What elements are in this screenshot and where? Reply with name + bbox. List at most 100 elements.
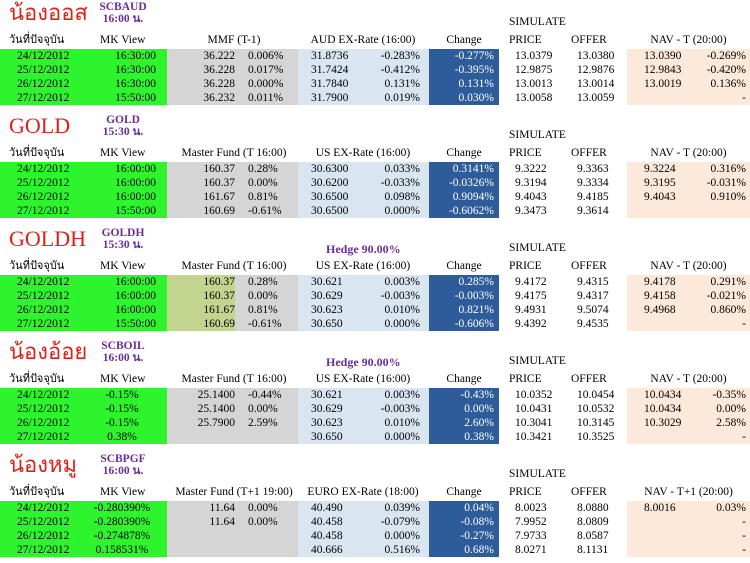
change-cell: -0.43% [460, 389, 494, 401]
change-cell-bg [429, 77, 499, 91]
table-row: 26/12/2012 16:00:00 161.67 0.81% 30.6500 0.09… [0, 190, 750, 204]
column-header-ex: US EX-Rate (16:00) [315, 147, 411, 159]
ex-rate-cell-bg [298, 515, 429, 529]
ex-rate-cell: 30.650 [311, 431, 343, 443]
change-cell: -0.395% [454, 64, 494, 76]
column-header-ex: EURO EX-Rate (18:00) [307, 486, 419, 498]
table-row: 25/12/2012 16:00:00 160.37 0.00% 30.629 -0.00… [0, 289, 750, 303]
price-cell: 7.9952 [515, 516, 547, 528]
column-header-price: PRICE [509, 260, 542, 272]
fund-cutoff-time: 16:00 น. [102, 465, 144, 477]
date-mk-cell-bg [0, 430, 167, 444]
date-mk-cell-bg [0, 63, 167, 77]
ex-rate-cell: 30.6500 [311, 191, 349, 203]
nav-pct-cell: - [742, 544, 746, 556]
offer-cell: 13.0014 [577, 78, 615, 90]
nav-pct-cell: -0.35% [712, 389, 746, 401]
column-header-mk: MK View [100, 34, 146, 46]
price-cell: 10.3421 [515, 431, 553, 443]
nav-pct-cell: -0.021% [706, 290, 746, 302]
table-row: 27/12/2012 15:50:00 160.69 -0.61% 30.650 0.00… [0, 317, 750, 331]
ex-rate-pct-cell: -0.003% [380, 403, 420, 415]
nav-pct-cell: -0.031% [706, 177, 746, 189]
price-cell: 10.0352 [515, 389, 553, 401]
mk-view-cell: 16:00:00 [115, 304, 156, 316]
fund-value-cell: 36.228 [203, 64, 235, 76]
nav-cell-bg [627, 529, 750, 543]
table-row: 24/12/2012 16:00:00 160.37 0.28% 30.6300 0.03… [0, 162, 750, 176]
ex-rate-cell-bg [298, 49, 429, 63]
ex-rate-cell: 30.6500 [311, 205, 349, 217]
nav-pct-cell: - [742, 318, 746, 330]
fund-cell-bg [167, 162, 298, 176]
hedge-ratio: Hedge 90.00% [326, 355, 401, 369]
date-mk-cell-bg [0, 49, 167, 63]
simulate-label: SIMULATE [509, 129, 566, 141]
nav-value-cell: 9.3195 [644, 177, 676, 189]
table-row: 25/12/2012 -0.280390% 11.64 0.00% 40.458 -0.0… [0, 515, 750, 529]
price-cell: 13.0013 [515, 78, 553, 90]
change-cell-bg [429, 388, 499, 402]
mk-view-cell: -0.15% [105, 403, 139, 415]
fund-section: น้องอ้อย SCBOIL 16:00 น. Hedge 90.00% SIMULA… [0, 339, 750, 448]
ex-rate-cell-bg [298, 529, 429, 543]
ex-rate-cell-bg [298, 317, 429, 331]
offer-cell: 8.1131 [577, 544, 609, 556]
ex-rate-cell: 30.629 [311, 290, 343, 302]
fund-pct-cell: 0.011% [248, 92, 284, 104]
ex-rate-pct-cell: -0.003% [380, 290, 420, 302]
fund-cell-bg [167, 204, 298, 218]
offer-cell: 9.4185 [577, 191, 609, 203]
ex-rate-cell-bg [298, 543, 429, 557]
fund-pct-cell: -0.61% [248, 318, 282, 330]
table-row: 25/12/2012 16:00:00 160.37 0.00% 30.6200 -0.0… [0, 176, 750, 190]
fund-cell-bg [167, 317, 235, 331]
mk-view-cell: 0.38% [107, 431, 137, 443]
fund-cutoff-time: 15:30 น. [102, 239, 144, 251]
nav-cell-bg [627, 275, 750, 289]
fund-value-cell: 25.1400 [197, 403, 235, 415]
ex-rate-cell: 30.621 [311, 276, 343, 288]
offer-cell: 10.0454 [577, 389, 615, 401]
column-header-offer: OFFER [571, 260, 607, 272]
nav-pct-cell: 0.910% [710, 191, 746, 203]
fund-value-cell: 161.67 [203, 191, 235, 203]
ex-rate-cell-bg [298, 77, 429, 91]
change-cell: -0.606% [454, 318, 494, 330]
ex-rate-cell-bg [298, 190, 429, 204]
nav-cell-bg [627, 77, 750, 91]
nav-value-cell: 10.0434 [644, 403, 682, 415]
ex-rate-cell: 40.458 [311, 530, 343, 542]
column-header-fund: Master Fund (T 16:00) [181, 147, 287, 159]
nav-cell-bg [627, 91, 750, 105]
fund-code-label: GOLDH [101, 227, 145, 239]
mk-view-cell: 15:50:00 [115, 318, 156, 330]
offer-cell: 9.4535 [577, 318, 609, 330]
column-header-mk: MK View [100, 260, 146, 272]
table-row: 25/12/2012 16:30:00 36.228 0.017% 31.7424 -0.… [0, 63, 750, 77]
fund-cell-bg [167, 543, 298, 557]
ex-rate-cell-bg [298, 501, 429, 515]
ex-rate-cell: 40.458 [311, 516, 343, 528]
ex-rate-cell: 30.629 [311, 403, 343, 415]
fund-pct-cell: 0.81% [248, 304, 278, 316]
simulate-label: SIMULATE [509, 355, 566, 367]
fund-cell-bg [167, 289, 235, 303]
ex-rate-pct-cell: 0.516% [384, 544, 420, 556]
offer-cell: 9.4317 [577, 290, 609, 302]
nav-cell-bg [627, 402, 750, 416]
offer-cell: 13.0059 [577, 92, 615, 104]
ex-rate-pct-cell: -0.412% [380, 64, 420, 76]
nav-cell-bg [627, 289, 750, 303]
ex-rate-cell: 40.490 [311, 502, 343, 514]
column-header-fund: Master Fund (T 16:00) [181, 260, 287, 272]
change-cell-bg [429, 63, 499, 77]
nav-pct-cell: - [742, 92, 746, 104]
date-mk-cell-bg [0, 204, 167, 218]
nav-pct-cell: -0.269% [706, 50, 746, 62]
column-header-price: PRICE [509, 486, 542, 498]
ex-rate-pct-cell: 0.033% [384, 163, 420, 175]
column-header-ex: US EX-Rate (16:00) [315, 373, 411, 385]
date-mk-cell-bg [0, 416, 167, 430]
fund-section: น้องหมู SCBPGF 16:00 น. SIMULATE วันที่ปัจจุ… [0, 452, 750, 561]
